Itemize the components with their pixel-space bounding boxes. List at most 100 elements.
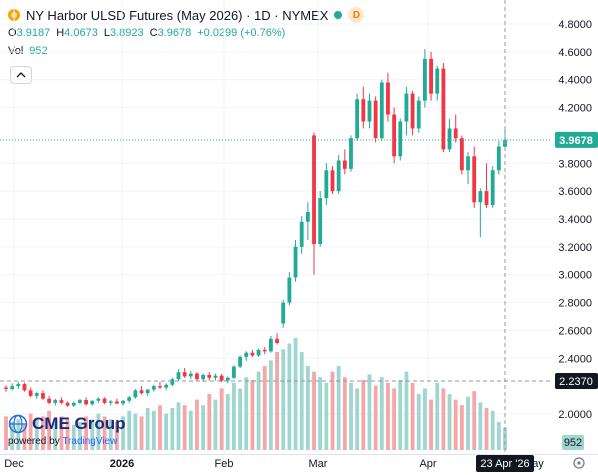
price-tick-label: 2.6000 bbox=[558, 325, 592, 337]
volume-bar bbox=[96, 413, 101, 450]
symbol-title[interactable]: NY Harbor ULSD Futures (May 2026) · 1D ·… bbox=[26, 7, 329, 23]
volume-bar bbox=[201, 405, 206, 450]
volume-bar bbox=[164, 413, 169, 450]
ohlc-low: L3.8923 bbox=[103, 27, 144, 39]
ohlc-high: H4.0673 bbox=[56, 27, 98, 39]
powered-by-brand: TradingView bbox=[62, 436, 118, 447]
candle-body bbox=[441, 68, 446, 150]
candle-body bbox=[496, 146, 501, 171]
volume-bar bbox=[53, 422, 58, 450]
volume-bar bbox=[90, 419, 95, 450]
volume-bar bbox=[108, 419, 113, 450]
candle-body bbox=[10, 386, 15, 389]
volume-bar bbox=[170, 408, 175, 450]
candle-body bbox=[127, 397, 132, 401]
time-tick-label: Mar bbox=[309, 458, 328, 470]
candle-body bbox=[256, 349, 261, 356]
volume-bar bbox=[84, 416, 88, 450]
candle-body bbox=[34, 393, 39, 396]
volume-bar bbox=[472, 391, 477, 450]
crosshair-price-label: 2.2370 bbox=[559, 376, 593, 388]
volume-bar bbox=[121, 416, 125, 450]
volume-bar bbox=[213, 399, 218, 450]
candle-body bbox=[490, 170, 495, 206]
cme-logo[interactable]: CME Group powered by TradingView bbox=[8, 414, 126, 447]
candle-body bbox=[312, 135, 316, 245]
candle-body bbox=[114, 401, 119, 404]
price-tick-label: 4.4000 bbox=[558, 75, 592, 87]
data-delay-badge[interactable]: D bbox=[348, 7, 365, 23]
price-tick-label: 4.2000 bbox=[558, 103, 592, 115]
volume-bar bbox=[71, 424, 76, 450]
price-tick-label: 3.6000 bbox=[558, 186, 592, 198]
candle-body bbox=[268, 338, 273, 352]
candle-body bbox=[176, 372, 181, 380]
candle-body bbox=[453, 128, 458, 139]
crosshair-date-label: 23 Apr '26 bbox=[480, 458, 529, 470]
candle-body bbox=[423, 58, 427, 101]
volume-bar bbox=[293, 338, 298, 450]
price-tick-label: 4.6000 bbox=[558, 47, 592, 59]
price-axis[interactable]: 4.8000 4.6000 4.4000 4.2000 3.8000 3.6000 3.40… bbox=[555, 19, 598, 450]
volume-bar bbox=[398, 380, 403, 450]
volume-bar bbox=[429, 399, 433, 450]
price-tick-label: 3.0000 bbox=[558, 270, 592, 282]
volume-bar bbox=[447, 394, 452, 450]
time-tick-label: Dec bbox=[4, 458, 24, 470]
candle-body bbox=[392, 114, 397, 157]
powered-by[interactable]: powered by TradingView bbox=[8, 436, 126, 447]
gear-ring bbox=[573, 457, 585, 469]
candle-body bbox=[102, 398, 107, 403]
volume-bar bbox=[410, 382, 415, 450]
candle-body bbox=[53, 400, 58, 403]
volume-badge bbox=[562, 435, 584, 450]
volume-bar bbox=[151, 410, 156, 450]
candle-body bbox=[459, 138, 464, 171]
ohlc-row: O3.9187 H4.0673 L3.8923 C3.9678 +0.0299 … bbox=[8, 24, 364, 42]
candle-body bbox=[275, 338, 279, 343]
candle-body bbox=[367, 100, 372, 122]
candle-body bbox=[342, 160, 347, 169]
candle-body bbox=[16, 384, 21, 387]
candle-body bbox=[90, 400, 95, 405]
volume-badge-label: 952 bbox=[564, 437, 582, 449]
volume-bar bbox=[484, 408, 489, 450]
price-tick-label: 3.8000 bbox=[558, 158, 592, 170]
volume-bar bbox=[139, 416, 144, 450]
candle-body bbox=[164, 384, 169, 388]
legend-title-row: NY Harbor ULSD Futures (May 2026) · 1D ·… bbox=[8, 6, 365, 24]
volume-bar bbox=[145, 408, 150, 450]
volume-bar bbox=[435, 382, 440, 450]
volume-bar bbox=[188, 410, 193, 450]
volume-bar bbox=[324, 382, 329, 450]
candle-body bbox=[158, 386, 162, 388]
volume-bar bbox=[361, 380, 366, 450]
chart-guides bbox=[0, 0, 552, 454]
candle-body bbox=[145, 389, 150, 394]
candle-body bbox=[349, 138, 353, 169]
candle-body bbox=[238, 356, 243, 367]
candle-body bbox=[361, 99, 366, 122]
candle-body bbox=[59, 400, 64, 403]
volume-bar bbox=[379, 377, 384, 450]
volume-bar bbox=[330, 371, 335, 450]
candle-body bbox=[182, 372, 187, 377]
volume-bar bbox=[386, 382, 390, 450]
volume-label: Vol bbox=[8, 45, 24, 57]
last-price-label: 3.9678 bbox=[559, 135, 593, 147]
candle-body bbox=[139, 390, 144, 394]
candle-body bbox=[96, 398, 101, 401]
volume-bar bbox=[10, 422, 15, 450]
candle-body bbox=[121, 400, 125, 404]
candle-body bbox=[336, 160, 341, 192]
candle-body bbox=[170, 379, 175, 385]
volume-bar bbox=[16, 419, 21, 450]
volume-bar bbox=[423, 388, 427, 450]
volume-bar bbox=[176, 402, 181, 450]
gear-hub bbox=[577, 461, 581, 465]
market-open-dot-icon bbox=[334, 11, 343, 19]
timezone-settings-icon[interactable] bbox=[573, 457, 585, 469]
candle-body bbox=[398, 121, 403, 157]
